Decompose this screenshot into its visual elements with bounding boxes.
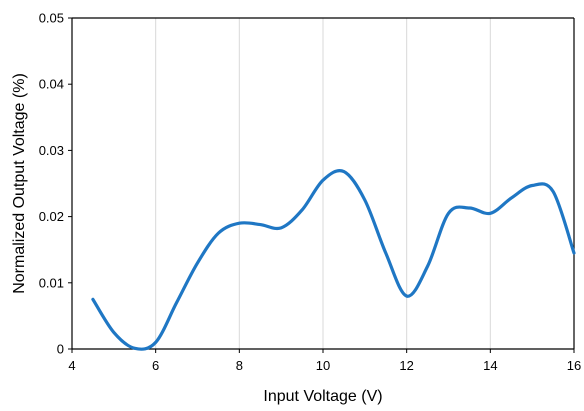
- data-point: [154, 340, 158, 344]
- data-point: [467, 206, 471, 210]
- x-tick-label: 10: [316, 358, 330, 373]
- data-point: [300, 208, 304, 212]
- data-series: [91, 169, 576, 351]
- series-line-0: [91, 169, 576, 351]
- x-tick-label: 4: [68, 358, 75, 373]
- data-point: [426, 264, 430, 268]
- data-point: [112, 330, 116, 334]
- data-point: [509, 196, 513, 200]
- data-point: [405, 294, 409, 298]
- gridlines: [71, 18, 575, 349]
- data-point: [530, 183, 534, 187]
- data-point: [321, 178, 325, 182]
- data-point: [363, 198, 367, 202]
- data-point: [91, 297, 95, 301]
- axis-titles: Input Voltage (V) Normalized Output Volt…: [11, 73, 383, 405]
- x-tick-label: 12: [399, 358, 413, 373]
- data-point: [384, 251, 388, 255]
- x-tick-label: 16: [567, 358, 581, 373]
- y-tick-label: 0.01: [39, 275, 64, 290]
- x-tick-label: 6: [152, 358, 159, 373]
- data-point: [216, 231, 220, 235]
- data-point: [279, 226, 283, 230]
- data-point: [572, 251, 576, 255]
- data-point: [551, 189, 555, 193]
- axes: [68, 17, 575, 353]
- data-point: [175, 301, 179, 305]
- x-tick-label: 14: [483, 358, 497, 373]
- x-axis-title: Input Voltage (V): [263, 388, 382, 405]
- y-tick-label: 0.02: [39, 209, 64, 224]
- data-point: [258, 223, 262, 227]
- data-point: [447, 211, 451, 215]
- x-tick-label: 8: [236, 358, 243, 373]
- y-tick-label: 0: [57, 342, 64, 357]
- data-point: [237, 221, 241, 225]
- y-tick-label: 0.04: [39, 77, 64, 92]
- data-point: [196, 261, 200, 265]
- y-tick-label: 0.03: [39, 143, 64, 158]
- y-axis-title: Normalized Output Voltage (%): [11, 73, 28, 294]
- tick-labels: 0 0.01 0.02 0.03 0.04 0.05 4 6 8 10 12 14 16: [39, 11, 582, 374]
- data-point: [488, 211, 492, 215]
- data-point: [133, 346, 137, 350]
- y-tick-label: 0.05: [39, 11, 64, 26]
- data-point: [342, 170, 346, 174]
